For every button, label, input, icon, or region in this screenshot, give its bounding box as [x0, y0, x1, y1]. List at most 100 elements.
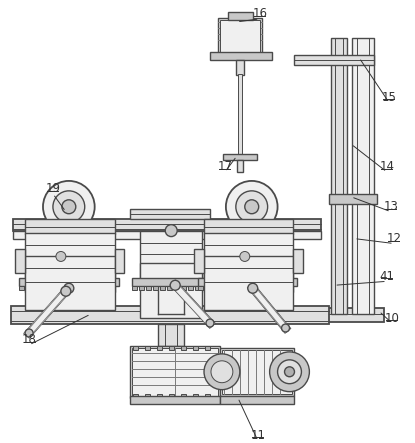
Bar: [174, 286, 179, 290]
Bar: [202, 286, 207, 290]
Bar: [295, 54, 374, 65]
Bar: [25, 256, 115, 310]
Bar: [238, 74, 242, 158]
Circle shape: [206, 319, 214, 327]
Bar: [247, 286, 252, 290]
Bar: [188, 286, 193, 290]
Bar: [193, 346, 198, 350]
Circle shape: [170, 280, 180, 290]
Bar: [205, 394, 210, 398]
Text: 13: 13: [383, 200, 398, 213]
Bar: [132, 278, 210, 286]
Bar: [54, 286, 59, 290]
Bar: [181, 346, 186, 350]
Text: 10: 10: [384, 311, 399, 325]
Circle shape: [245, 200, 259, 214]
Circle shape: [53, 191, 85, 223]
Bar: [218, 18, 262, 53]
Circle shape: [204, 354, 240, 390]
Bar: [288, 286, 293, 290]
Bar: [140, 264, 202, 318]
Bar: [139, 286, 144, 290]
Bar: [193, 394, 198, 398]
Bar: [134, 394, 139, 398]
Bar: [226, 286, 231, 290]
Bar: [130, 396, 220, 404]
Circle shape: [248, 283, 258, 293]
Bar: [26, 286, 31, 290]
Bar: [132, 348, 218, 396]
Bar: [115, 249, 124, 273]
Circle shape: [240, 252, 250, 261]
Bar: [205, 346, 210, 350]
Circle shape: [62, 200, 76, 214]
Bar: [237, 160, 243, 172]
Bar: [228, 12, 253, 20]
Circle shape: [236, 191, 268, 223]
Bar: [33, 286, 38, 290]
Text: 14: 14: [379, 160, 394, 174]
Bar: [281, 286, 286, 290]
Bar: [110, 286, 115, 290]
Bar: [47, 286, 52, 290]
Bar: [96, 286, 101, 290]
Bar: [132, 286, 137, 290]
Bar: [194, 249, 204, 273]
Bar: [19, 278, 119, 286]
Bar: [204, 233, 293, 292]
Text: 18: 18: [22, 334, 37, 346]
Bar: [140, 231, 202, 285]
Bar: [167, 286, 172, 290]
Bar: [195, 286, 200, 290]
Bar: [205, 286, 210, 290]
Bar: [158, 324, 184, 346]
Circle shape: [56, 252, 66, 261]
Bar: [219, 286, 224, 290]
Text: 19: 19: [45, 183, 61, 195]
Bar: [204, 219, 293, 233]
Bar: [157, 394, 162, 398]
Bar: [222, 350, 293, 394]
Bar: [15, 249, 25, 273]
Bar: [130, 346, 220, 398]
Circle shape: [278, 360, 301, 384]
Bar: [103, 286, 107, 290]
Text: 17: 17: [217, 160, 232, 174]
Bar: [204, 256, 293, 310]
Bar: [331, 38, 347, 314]
Bar: [254, 286, 259, 290]
Bar: [293, 249, 303, 273]
Bar: [40, 286, 45, 290]
Bar: [157, 346, 162, 350]
Bar: [160, 286, 165, 290]
Bar: [25, 233, 115, 292]
Text: 12: 12: [386, 232, 401, 245]
Circle shape: [281, 324, 290, 332]
Bar: [220, 20, 260, 53]
Bar: [220, 396, 295, 404]
Bar: [223, 154, 257, 160]
Bar: [268, 286, 273, 290]
Circle shape: [43, 181, 95, 233]
Circle shape: [61, 286, 71, 296]
Bar: [153, 286, 158, 290]
Bar: [89, 286, 94, 290]
Bar: [236, 60, 244, 74]
Bar: [169, 346, 174, 350]
Bar: [25, 219, 115, 233]
Bar: [146, 286, 151, 290]
Bar: [11, 306, 329, 324]
Bar: [61, 286, 66, 290]
Bar: [181, 394, 186, 398]
Circle shape: [64, 283, 74, 293]
Bar: [261, 286, 266, 290]
Bar: [134, 346, 139, 350]
Bar: [75, 286, 80, 290]
Bar: [198, 278, 298, 286]
Bar: [181, 286, 186, 290]
Bar: [198, 286, 203, 290]
Text: 15: 15: [381, 91, 396, 104]
Text: 41: 41: [379, 270, 394, 283]
Bar: [130, 209, 210, 219]
Bar: [329, 194, 377, 204]
